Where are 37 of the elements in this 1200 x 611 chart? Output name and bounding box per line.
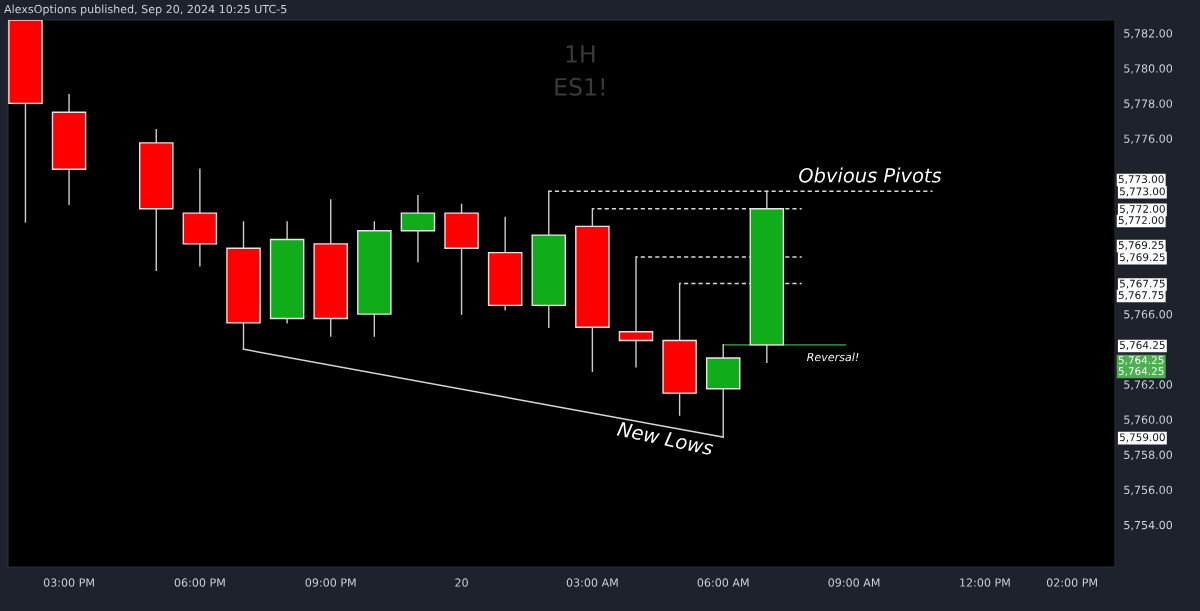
y-tick-label: 5,762.00: [1124, 380, 1173, 390]
x-tick-label: 03:00 AM: [566, 578, 618, 587]
y2-tick-label: 5,759.00: [1119, 433, 1165, 443]
text: 5,772.00: [1118, 216, 1164, 226]
x-tick-label: 06:00 AM: [697, 578, 749, 587]
y-tick-label: 5,780.00: [1124, 64, 1173, 74]
text: 5,769.25: [1118, 241, 1164, 251]
y-tick-label: 5,766.00: [1124, 310, 1173, 320]
text: 5,773.00: [1118, 175, 1164, 185]
x-tick-label: 03:00 PM: [43, 578, 94, 587]
y-tick-label: 5,756.00: [1124, 485, 1173, 496]
y2-tick-label: 5,769.25: [1119, 253, 1165, 263]
y2-tick-label: 5,773.00: [1119, 187, 1165, 197]
y2-tick-label: 5,767.75: [1119, 279, 1165, 289]
text: ES1!: [555, 77, 604, 96]
annotation: Reversal!: [806, 352, 859, 362]
x-tick-label: 09:00 AM: [828, 578, 880, 587]
x-tick-label: 09:00 PM: [305, 578, 356, 587]
text: 5,767.75: [1118, 291, 1164, 301]
y2-tick-label: 5,764.25: [1119, 341, 1165, 351]
annotation: New Lows: [616, 421, 715, 456]
y-tick-label: 5,776.00: [1124, 134, 1173, 145]
y-tick-label: 5,760.00: [1124, 415, 1173, 426]
y-tick-label: 5,782.00: [1124, 29, 1173, 39]
text: 1H: [566, 45, 595, 63]
x-tick-label: 20: [455, 578, 468, 587]
x-tick-label: 06:00 PM: [174, 578, 225, 587]
text: 5,764.25: [1118, 367, 1164, 377]
y-tick-label: 5,758.00: [1124, 450, 1173, 461]
y2-tick-label: 5,772.00: [1119, 205, 1165, 214]
text: AlexsOptions published, Sep 20, 2024 10:25 UTC-5: [4, 4, 287, 16]
annotation: Obvious Pivots: [799, 167, 942, 183]
text: 5,764.25: [1118, 356, 1164, 366]
x-tick-label: 12:00 PM: [960, 578, 1010, 587]
y-tick-label: 5,778.00: [1124, 99, 1173, 109]
y-tick-label: 5,754.00: [1124, 520, 1173, 531]
x-tick-label: 02:00 PM: [1046, 578, 1097, 587]
